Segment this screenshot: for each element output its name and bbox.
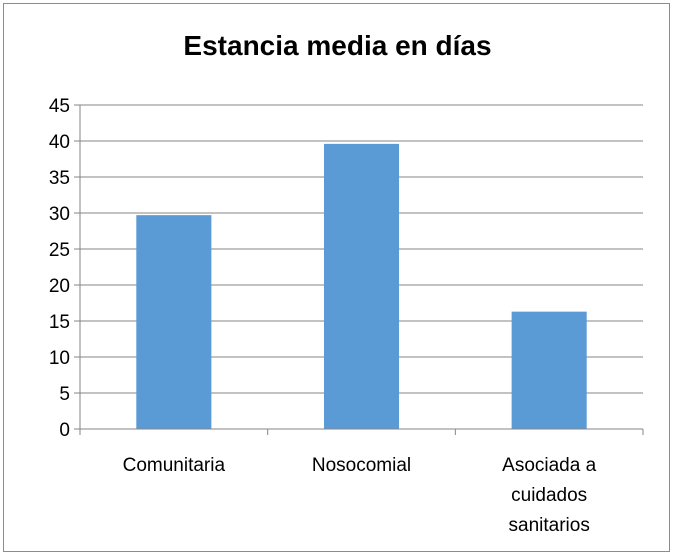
x-category-label: Nosocomial (312, 455, 411, 476)
y-tick-label: 25 (49, 240, 70, 261)
y-tick-label: 20 (49, 276, 70, 297)
y-tick-label: 45 (49, 96, 70, 117)
y-tick-label: 10 (49, 348, 70, 369)
y-tick-label: 5 (59, 384, 70, 405)
chart-title: Estancia media en días (183, 30, 492, 61)
bar (136, 215, 212, 429)
y-tick-label: 40 (49, 132, 70, 153)
x-category-label: Comunitaria (123, 455, 226, 476)
bar (323, 143, 400, 429)
y-tick-label: 15 (49, 312, 70, 333)
bar (511, 311, 587, 429)
y-tick-label: 0 (59, 420, 70, 441)
x-category-label: Asociada a cuidados sanitarios (502, 455, 596, 536)
y-tick-label: 30 (49, 204, 70, 225)
y-tick-label: 35 (49, 168, 70, 189)
